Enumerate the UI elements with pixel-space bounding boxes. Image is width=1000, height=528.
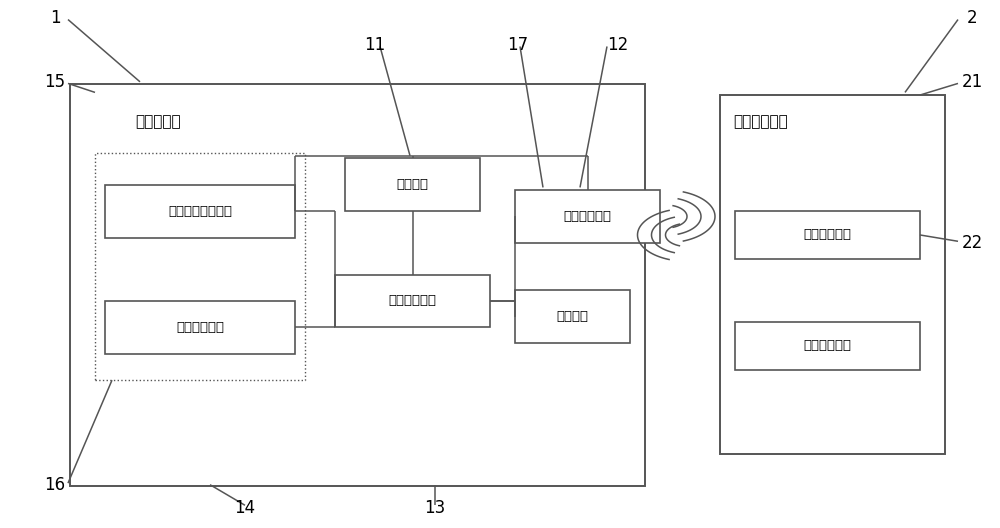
Text: 车辆检测模块: 车辆检测模块: [176, 321, 224, 334]
Text: 供电模块: 供电模块: [396, 178, 428, 191]
Bar: [95, 153, 305, 380]
Text: 11: 11: [364, 36, 386, 54]
Bar: [515, 190, 660, 243]
Text: 存储控制模块: 存储控制模块: [389, 295, 437, 307]
Bar: [735, 211, 920, 259]
Text: 1: 1: [50, 10, 60, 27]
Text: 17: 17: [507, 36, 529, 54]
Bar: [720, 95, 945, 454]
Bar: [345, 158, 480, 211]
Text: 2: 2: [967, 10, 977, 27]
Text: 无线信号收发模块: 无线信号收发模块: [168, 205, 232, 218]
Text: 22: 22: [961, 234, 983, 252]
Text: 执行模块: 执行模块: [556, 310, 588, 323]
Text: 15: 15: [44, 73, 66, 91]
Bar: [335, 275, 490, 327]
Text: 13: 13: [424, 499, 446, 517]
Text: 直流供电单元: 直流供电单元: [804, 340, 852, 352]
Text: 蓝牙发射单元: 蓝牙发射单元: [804, 229, 852, 241]
Bar: [70, 84, 645, 486]
Bar: [105, 185, 295, 238]
Bar: [105, 301, 295, 354]
Text: 16: 16: [44, 476, 66, 494]
Text: 蓝牙发射装置: 蓝牙发射装置: [733, 115, 788, 129]
Bar: [735, 322, 920, 370]
Text: 21: 21: [961, 73, 983, 91]
Text: 14: 14: [234, 499, 256, 517]
Text: 蓝牙检测模块: 蓝牙检测模块: [564, 210, 612, 223]
Bar: [515, 290, 630, 343]
Text: 12: 12: [607, 36, 629, 54]
Text: 车位锁装置: 车位锁装置: [135, 115, 181, 129]
